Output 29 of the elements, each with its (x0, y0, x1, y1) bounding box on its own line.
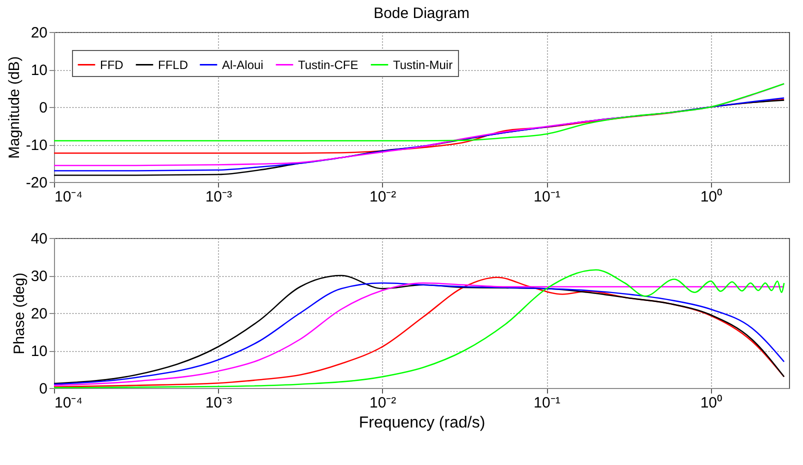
y-tick-label: 20 (30, 306, 48, 322)
y-tick-label: 30 (30, 268, 48, 285)
y-tick-label: 10 (30, 62, 48, 79)
legend-label: Al-Aloui (222, 58, 264, 72)
legend-label: FFLD (158, 58, 188, 72)
x-tick-label: 10⁻⁴ (54, 188, 83, 206)
y-tick-label: 40 (30, 230, 48, 248)
y-tick-label: 0 (39, 380, 48, 398)
y-tick-label: -20 (26, 174, 48, 192)
y-tick-label: -10 (26, 137, 48, 154)
legend-label: Tustin-CFE (298, 58, 358, 72)
y-tick-label: 0 (39, 100, 48, 116)
y-tick-label: 10 (30, 343, 48, 360)
y-axis-title: Phase (deg) (10, 272, 28, 354)
x-tick-label: 10⁻³ (205, 188, 232, 206)
x-tick-label: 10⁻³ (205, 394, 232, 412)
y-axis-title: Magnitude (dB) (6, 56, 23, 159)
x-tick-label: 10⁻¹ (534, 394, 560, 412)
x-tick-label: 10⁻² (369, 394, 396, 412)
x-tick-label: 10⁻⁴ (54, 394, 83, 412)
chart-title: Bode Diagram (374, 5, 470, 22)
y-tick-label: 20 (30, 24, 48, 42)
legend-label: FFD (100, 58, 124, 72)
x-tick-label: 10⁰ (700, 394, 722, 412)
x-axis-title: Frequency (rad/s) (358, 414, 486, 432)
x-tick-label: 10⁻¹ (534, 188, 560, 206)
x-tick-label: 10⁰ (700, 188, 722, 206)
x-tick-label: 10⁻² (369, 188, 396, 206)
legend-label: Tustin-Muir (393, 58, 453, 72)
